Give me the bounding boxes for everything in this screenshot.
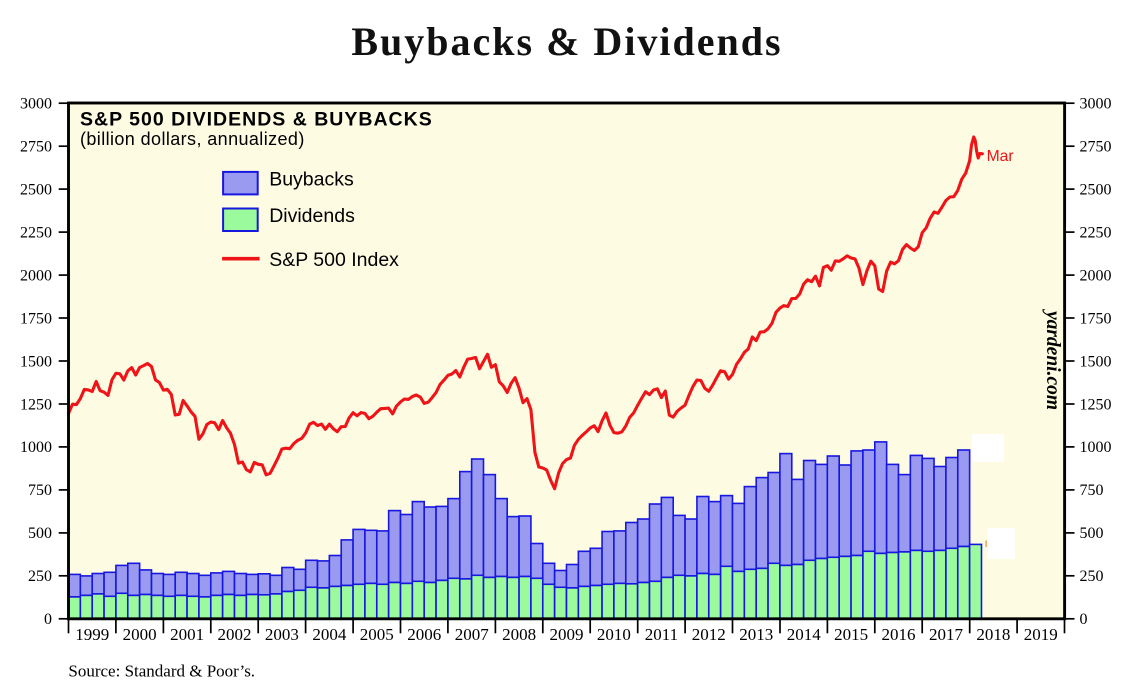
svg-text:1750: 1750 — [1080, 310, 1112, 327]
svg-text:2250: 2250 — [1080, 224, 1112, 241]
svg-text:3000: 3000 — [20, 96, 52, 113]
svg-text:0: 0 — [44, 611, 52, 628]
svg-text:2000: 2000 — [123, 625, 157, 644]
svg-text:2019: 2019 — [1024, 625, 1058, 644]
svg-text:1000: 1000 — [20, 439, 52, 456]
svg-text:1000: 1000 — [1080, 439, 1112, 456]
svg-text:2008: 2008 — [502, 625, 536, 644]
svg-text:Mar: Mar — [987, 148, 1014, 165]
svg-text:2011: 2011 — [645, 625, 678, 644]
svg-text:750: 750 — [1080, 482, 1104, 499]
svg-text:yardeni.com: yardeni.com — [1042, 309, 1063, 410]
svg-text:2002: 2002 — [218, 625, 252, 644]
svg-text:1750: 1750 — [20, 310, 52, 327]
svg-text:2004: 2004 — [312, 625, 347, 644]
svg-text:2010: 2010 — [597, 625, 631, 644]
svg-text:2017: 2017 — [929, 625, 964, 644]
svg-text:2015: 2015 — [834, 625, 868, 644]
svg-text:2500: 2500 — [20, 181, 52, 198]
svg-text:(billion dollars, annualized): (billion dollars, annualized) — [80, 129, 305, 149]
svg-text:S&P 500 Index: S&P 500 Index — [269, 249, 399, 271]
svg-text:750: 750 — [28, 482, 52, 499]
svg-text:2012: 2012 — [692, 625, 726, 644]
svg-text:Buybacks & Dividends: Buybacks & Dividends — [351, 19, 782, 64]
svg-text:2007: 2007 — [455, 625, 490, 644]
svg-text:0: 0 — [1080, 611, 1088, 628]
svg-text:3000: 3000 — [1080, 96, 1112, 113]
svg-text:2250: 2250 — [20, 224, 52, 241]
svg-text:2750: 2750 — [20, 139, 52, 156]
svg-text:500: 500 — [1080, 525, 1104, 542]
svg-text:2005: 2005 — [360, 625, 394, 644]
svg-text:1999: 1999 — [75, 625, 109, 644]
svg-text:1500: 1500 — [1080, 353, 1112, 370]
svg-text:2000: 2000 — [20, 267, 52, 284]
svg-text:2018: 2018 — [976, 625, 1010, 644]
svg-text:2016: 2016 — [882, 625, 916, 644]
svg-text:2006: 2006 — [407, 625, 441, 644]
svg-text:1250: 1250 — [20, 396, 52, 413]
svg-text:2750: 2750 — [1080, 139, 1112, 156]
svg-text:Buybacks: Buybacks — [269, 169, 354, 191]
svg-text:2001: 2001 — [170, 625, 204, 644]
svg-text:250: 250 — [1080, 568, 1104, 585]
svg-text:2009: 2009 — [550, 625, 584, 644]
svg-text:1250: 1250 — [1080, 396, 1112, 413]
svg-text:S&P 500 DIVIDENDS & BUYBACKS: S&P 500 DIVIDENDS & BUYBACKS — [80, 109, 433, 131]
svg-text:2500: 2500 — [1080, 181, 1112, 198]
svg-text:Source: Standard & Poor’s.: Source: Standard & Poor’s. — [68, 662, 255, 681]
svg-text:2003: 2003 — [265, 625, 299, 644]
svg-text:1500: 1500 — [20, 353, 52, 370]
svg-text:Dividends: Dividends — [269, 205, 355, 227]
svg-text:2000: 2000 — [1080, 267, 1112, 284]
svg-text:2014: 2014 — [787, 625, 822, 644]
svg-text:250: 250 — [28, 568, 52, 585]
svg-text:2013: 2013 — [739, 625, 773, 644]
svg-text:500: 500 — [28, 525, 52, 542]
